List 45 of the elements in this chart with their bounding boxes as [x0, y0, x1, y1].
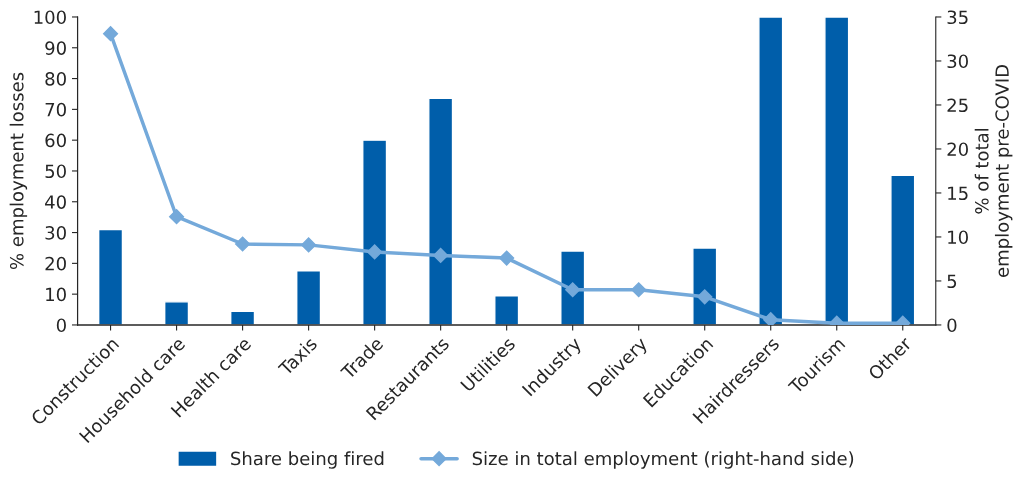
bar — [758, 16, 784, 325]
y-tick-label: 90 — [45, 41, 66, 55]
bar — [560, 250, 586, 325]
y2-tick-label: 35 — [947, 10, 968, 25]
point — [499, 250, 515, 266]
point — [631, 282, 647, 298]
y2-tick-label: 0 — [947, 318, 957, 333]
point — [565, 282, 581, 298]
bar — [362, 139, 388, 325]
bar — [890, 174, 916, 325]
y-tick-label: 60 — [45, 133, 66, 148]
point — [169, 209, 185, 225]
y-tick-label: 10 — [46, 287, 66, 302]
point — [301, 237, 317, 253]
bar — [494, 294, 520, 325]
bar — [692, 247, 718, 325]
y2-tick-label: 20 — [947, 142, 968, 157]
y-axis-title: % employment losses — [9, 72, 28, 270]
y-tick-label: 0 — [56, 318, 66, 333]
y2-tick-label: 25 — [947, 98, 968, 113]
bar — [97, 228, 124, 325]
point — [367, 244, 383, 260]
bar — [428, 97, 454, 325]
point — [763, 312, 779, 325]
y-tick-label: 100 — [34, 10, 66, 25]
y-tick-label: 30 — [45, 226, 66, 240]
y-tick-label: 40 — [45, 195, 66, 209]
point — [433, 247, 449, 264]
y2-tick-label: 5 — [947, 274, 957, 289]
y-tick-label: 70 — [45, 102, 66, 117]
y2-tick-label: 15 — [948, 186, 968, 201]
legend-label: Size in total employment (right-hand side) — [472, 451, 854, 469]
y2-axis-title: % of total employment pre-COVID — [974, 65, 1013, 277]
point — [697, 289, 713, 305]
y2-tick-label: 30 — [947, 54, 968, 69]
point — [235, 236, 251, 252]
y-tick-label: 20 — [45, 256, 66, 271]
bar — [163, 301, 190, 325]
bar — [296, 270, 322, 325]
bar — [230, 310, 256, 325]
y-tick-label: 80 — [45, 72, 66, 86]
y2-tick-label: 10 — [948, 230, 968, 245]
legend-label: Share being fired — [231, 451, 384, 469]
y-tick-label: 50 — [45, 164, 66, 179]
point — [102, 26, 119, 42]
